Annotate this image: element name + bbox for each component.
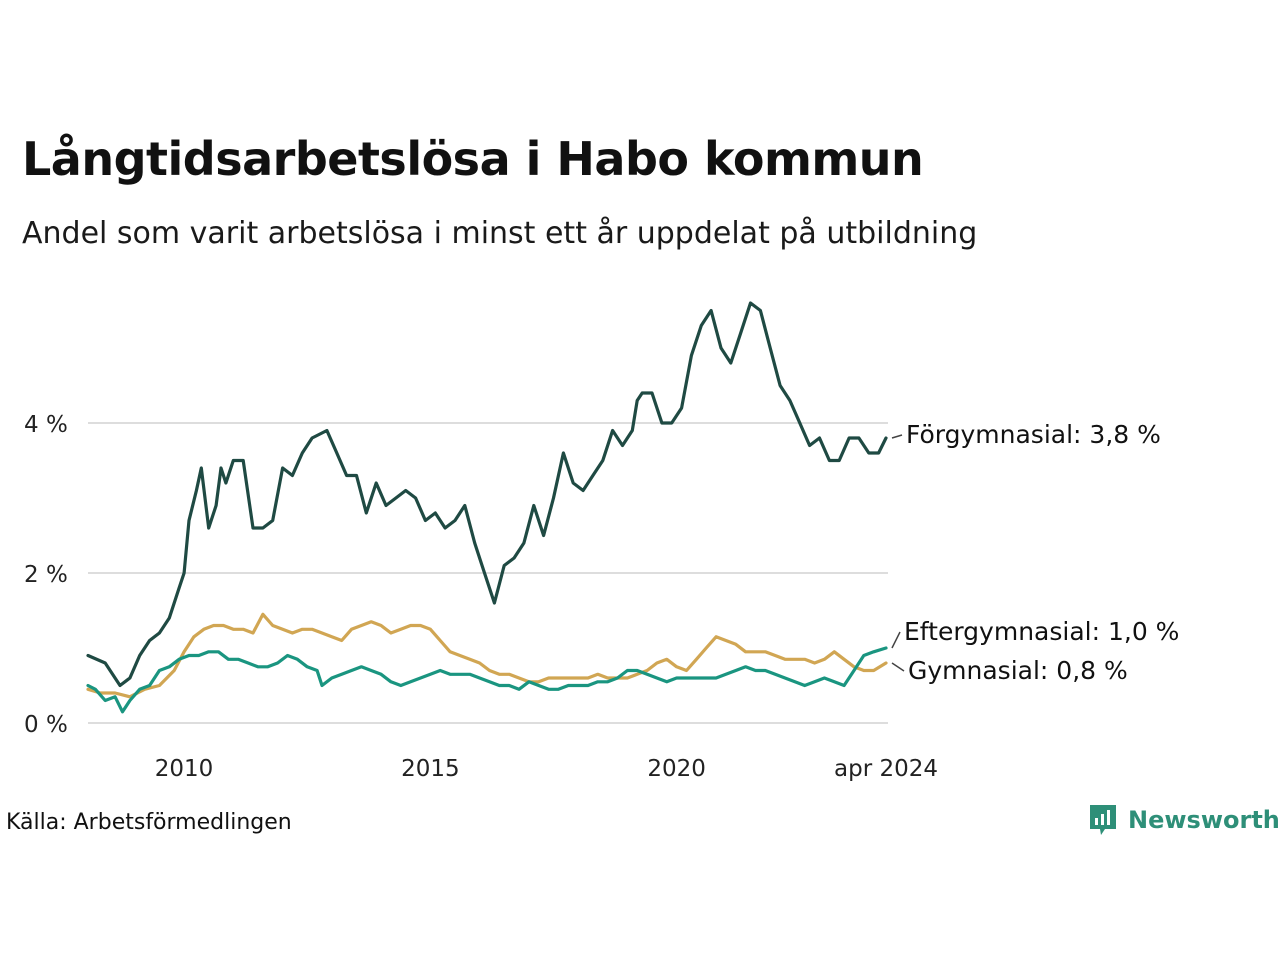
- source-note: Källa: Arbetsförmedlingen: [6, 810, 292, 835]
- x-axis-ticks: 2010 2015 2020 apr 2024: [155, 756, 938, 782]
- label-connector: [891, 631, 901, 649]
- series-line-gymnasial: [86, 612, 888, 699]
- y-tick-label: 4 %: [24, 412, 68, 438]
- y-tick-label: 2 %: [24, 562, 68, 588]
- series-line-förgymnasial: [86, 301, 888, 688]
- grid-lines: [88, 422, 888, 724]
- label-connector: [891, 662, 905, 672]
- x-tick-label: 2010: [155, 756, 214, 782]
- series-end-label: Förgymnasial: 3,8 %: [906, 420, 1161, 449]
- chart-subtitle: Andel som varit arbetslösa i minst ett å…: [22, 216, 978, 251]
- x-tick-label: apr 2024: [834, 756, 938, 782]
- chart-title: Långtidsarbetslösa i Habo kommun: [22, 132, 924, 186]
- series-end-label: Eftergymnasial: 1,0 %: [904, 617, 1179, 646]
- series-end-labels: Förgymnasial: 3,8 % Eftergymnasial: 1,0 %…: [891, 420, 1179, 685]
- brand-name: Newsworthy: [1128, 806, 1280, 834]
- series-end-label: Gymnasial: 0,8 %: [908, 656, 1128, 685]
- label-connector: [891, 434, 903, 439]
- series-lines: [86, 301, 888, 714]
- y-tick-label: 0 %: [24, 712, 68, 738]
- newsworthy-logo: Newsworthy: [1088, 803, 1280, 837]
- series-line-eftergymnasial: [86, 646, 888, 714]
- x-tick-label: 2015: [401, 756, 460, 782]
- y-axis-ticks: 0 % 2 % 4 %: [24, 412, 68, 738]
- bar-chart-logo-icon: [1090, 805, 1116, 835]
- x-tick-label: 2020: [647, 756, 706, 782]
